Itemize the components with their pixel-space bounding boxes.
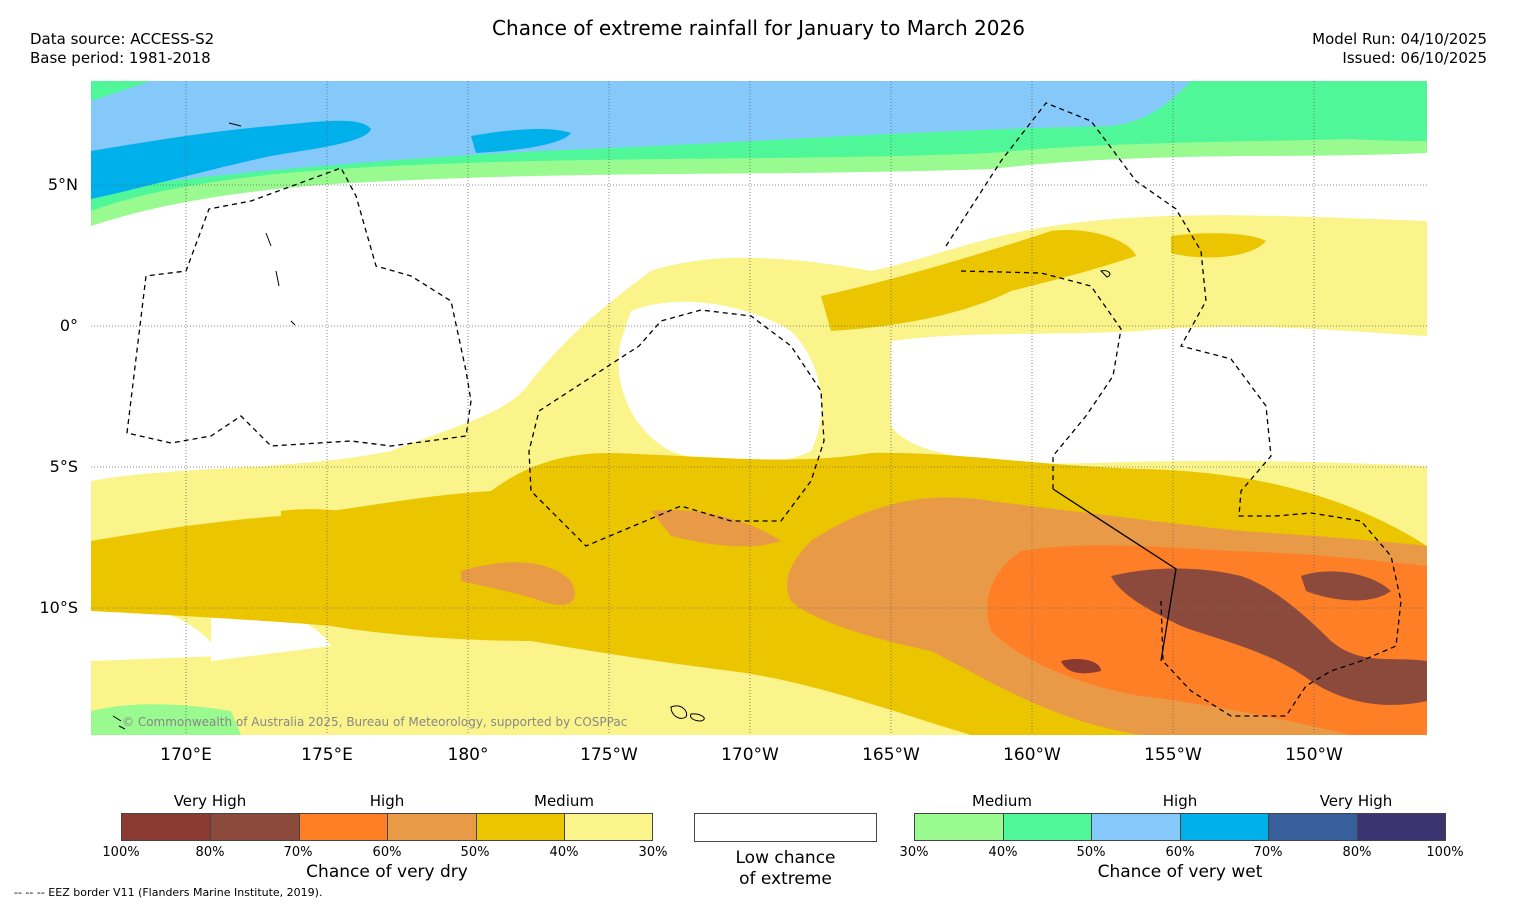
eez-note: -- -- -- EEZ border V11 (Flanders Marine… xyxy=(14,886,323,899)
legend-percent: 50% xyxy=(1076,845,1106,860)
eez-solid-border xyxy=(1052,488,1177,662)
lat-label: 5°S xyxy=(49,457,78,476)
legend-category: Very High xyxy=(173,792,247,810)
lon-label: 160°W xyxy=(1003,745,1061,765)
legend-swatch-low xyxy=(694,813,877,842)
legend-category: High xyxy=(1162,792,1198,810)
legend-percent: 30% xyxy=(638,845,668,860)
graticule xyxy=(91,81,1427,735)
legend-category: Very High xyxy=(1319,792,1393,810)
legend-percent: 80% xyxy=(195,845,225,860)
legend-category: Medium xyxy=(534,792,594,810)
legend-dry-caption: Chance of very dry xyxy=(306,862,468,882)
lat-label: 0° xyxy=(59,316,78,335)
legend-percent: 30% xyxy=(899,845,929,860)
lon-label: 150°W xyxy=(1285,745,1343,765)
legend-percent: 40% xyxy=(549,845,579,860)
wet-region-south xyxy=(91,704,241,735)
legend-swatch xyxy=(914,813,1004,841)
legend-swatch xyxy=(1357,813,1446,841)
legend-percent: 100% xyxy=(1426,845,1464,860)
model-run-label: Model Run: 04/10/2025 xyxy=(1312,30,1487,48)
legend-percent: 40% xyxy=(988,845,1018,860)
lat-label: 10°S xyxy=(39,598,78,617)
legend-category: High xyxy=(369,792,405,810)
legend-category: Medium xyxy=(972,792,1032,810)
lon-label: 180° xyxy=(447,745,489,765)
legend-swatch xyxy=(1091,813,1181,841)
legend-percent: 100% xyxy=(102,845,140,860)
islands xyxy=(112,122,1111,730)
lat-label: 5°N xyxy=(47,175,78,194)
legend-percent: 60% xyxy=(372,845,402,860)
legend-percent: 50% xyxy=(460,845,490,860)
rainfall-map xyxy=(91,81,1427,735)
data-source-label: Data source: ACCESS-S2 xyxy=(30,30,215,48)
legend-swatch xyxy=(1180,813,1270,841)
map-title: Chance of extreme rainfall for January t… xyxy=(492,16,1025,40)
legend-swatch xyxy=(564,813,653,841)
legend-wet-caption: Chance of very wet xyxy=(1097,862,1263,882)
legend-swatch xyxy=(299,813,389,841)
wet-region-north xyxy=(91,81,1427,226)
lon-label: 165°W xyxy=(862,745,920,765)
legend-swatch xyxy=(476,813,566,841)
legend-swatch xyxy=(210,813,300,841)
lon-label: 155°W xyxy=(1144,745,1202,765)
legend-swatch xyxy=(1003,813,1093,841)
legend-low-caption-2: of extreme xyxy=(739,869,832,889)
lon-label: 175°E xyxy=(301,745,353,765)
issued-label: Issued: 06/10/2025 xyxy=(1342,49,1487,67)
copyright-note: © Commonwealth of Australia 2025, Bureau… xyxy=(122,715,628,729)
legend-swatch xyxy=(387,813,477,841)
legend-swatch xyxy=(121,813,211,841)
legend-percent: 80% xyxy=(1342,845,1372,860)
legend-low-caption-1: Low chance xyxy=(735,848,836,868)
lon-label: 175°W xyxy=(580,745,638,765)
legend-percent: 70% xyxy=(283,845,313,860)
legend-percent: 70% xyxy=(1253,845,1283,860)
base-period-label: Base period: 1981-2018 xyxy=(30,49,211,67)
eez-borders xyxy=(126,102,1402,717)
legend-swatch xyxy=(1268,813,1358,841)
dry-region-very-high xyxy=(1061,568,1427,705)
lon-label: 170°E xyxy=(160,745,212,765)
legend-percent: 60% xyxy=(1165,845,1195,860)
lon-label: 170°W xyxy=(721,745,779,765)
